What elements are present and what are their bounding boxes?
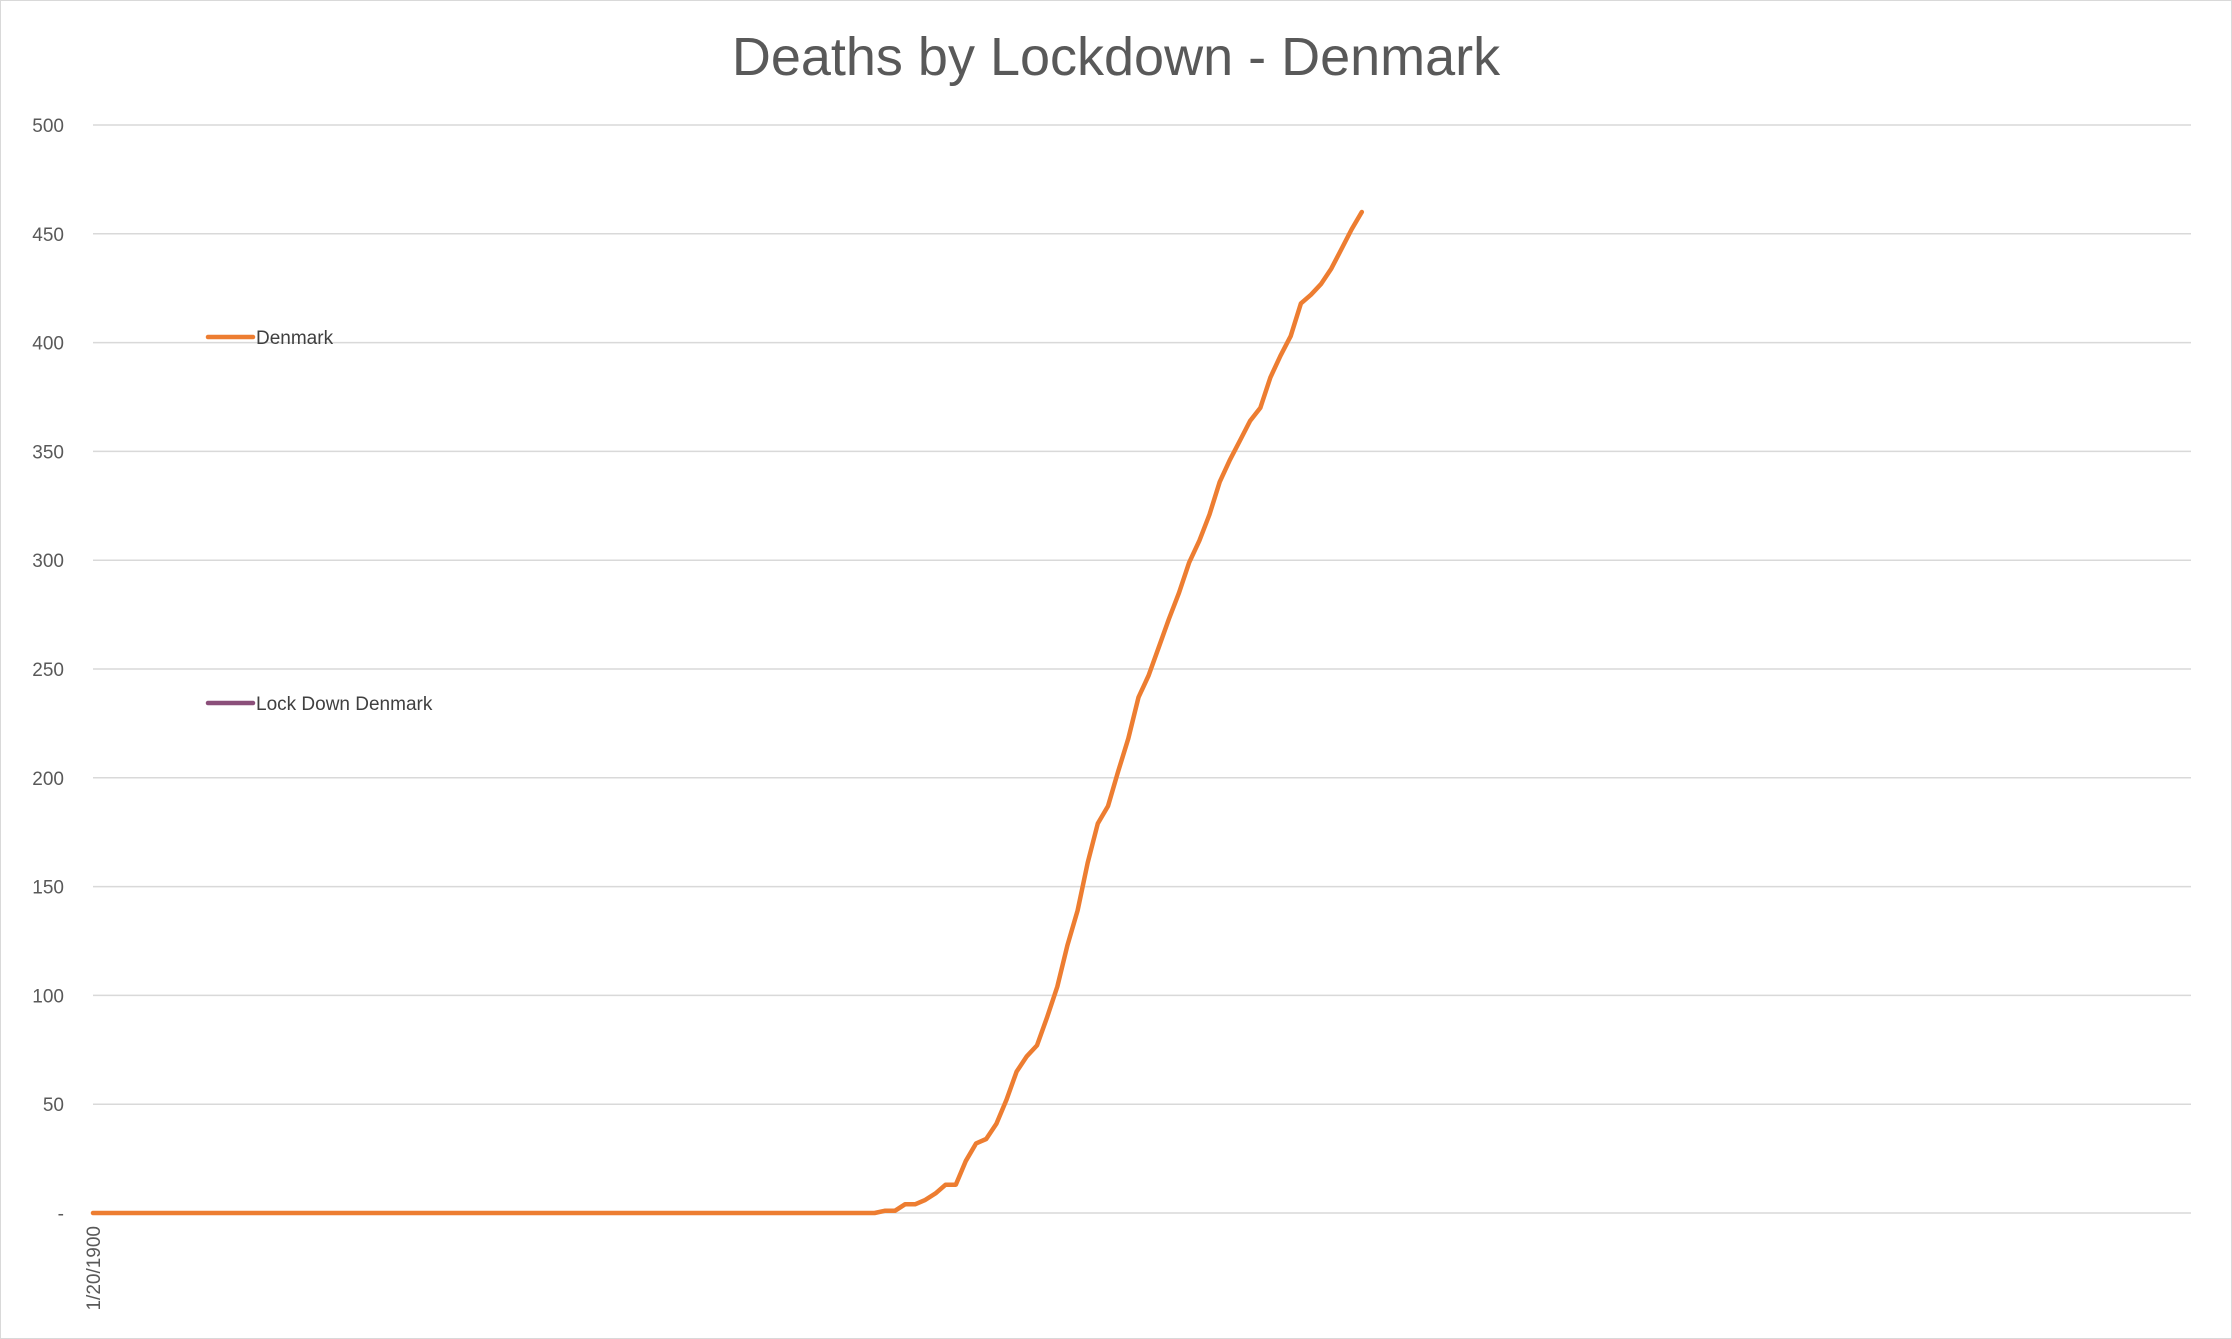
legend-label: Denmark: [256, 328, 334, 349]
series-line-0: [90, 209, 1365, 1216]
chart-title: Deaths by Lockdown - Denmark: [732, 27, 1501, 87]
series-lines: [90, 209, 1365, 1216]
y-tick-label: 150: [32, 878, 64, 899]
y-tick-label: 200: [32, 769, 64, 790]
y-tick-label: -: [58, 1204, 64, 1225]
y-tick-label: 100: [32, 986, 64, 1007]
gridlines: [93, 124, 2191, 1214]
x-tick-label: 1/20/1900: [84, 1226, 105, 1311]
y-tick-label: 50: [43, 1095, 64, 1116]
legend: Denmark Lock Down Denmark: [205, 328, 433, 715]
y-tick-label: 500: [32, 116, 64, 137]
y-tick-label: 250: [32, 660, 64, 681]
y-tick-label: 350: [32, 442, 64, 463]
legend-label: Lock Down Denmark: [256, 694, 433, 715]
y-tick-label: 400: [32, 334, 64, 355]
x-axis-tick-labels: 1/20/1900: [84, 1226, 105, 1311]
y-axis-tick-labels: - 50 100 150 200 250 300 350 400 450 500: [32, 116, 64, 1225]
y-tick-label: 450: [32, 225, 64, 246]
y-tick-label: 300: [32, 551, 64, 572]
